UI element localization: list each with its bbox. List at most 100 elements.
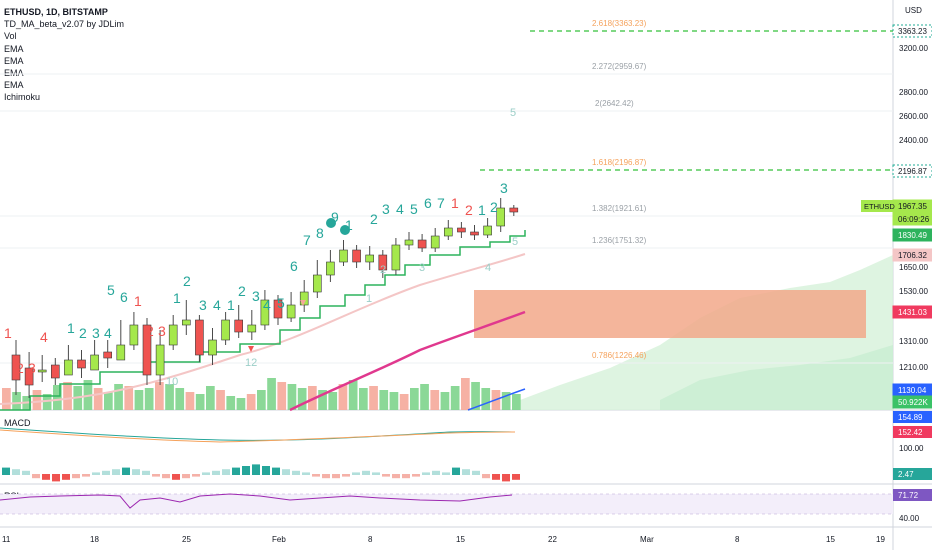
td-count-label: 3 [158, 323, 166, 339]
td-count-label: 3 [28, 360, 36, 376]
fib-level-label: 1.382(1921.61) [592, 204, 647, 213]
td-count-label: 1 [134, 293, 142, 309]
td-count-label: 5 [107, 282, 115, 298]
macd-histogram-bar [242, 466, 250, 475]
macd-histogram-bar [232, 467, 240, 475]
time-axis-tick: 15 [456, 535, 465, 544]
indicator-ema-4[interactable]: EMA [4, 80, 24, 91]
price-badge [892, 24, 932, 38]
td-count-label: 5 [410, 201, 418, 217]
macd-histogram-bar [82, 474, 90, 477]
td-count-label: 2 [238, 283, 246, 299]
td-setup-circle [340, 225, 350, 235]
td-count-label: 2 [370, 211, 378, 227]
fib-level-label: 2(2642.42) [595, 99, 634, 108]
indicator-ema-1[interactable]: EMA [4, 43, 24, 54]
candle-body [50, 364, 60, 379]
macd-value-label: 2.47 [898, 470, 914, 479]
price-badge [892, 228, 932, 242]
macd-histogram-bar [192, 474, 200, 477]
macd-histogram-bar [272, 467, 280, 475]
time-axis-tick: 18 [90, 535, 99, 544]
candle-body [443, 227, 453, 237]
candle-body [312, 274, 322, 293]
td-count-label: 2 [79, 325, 87, 341]
candle-body [273, 299, 283, 319]
volume-bar [420, 384, 429, 410]
td-count-label: 3 [252, 288, 260, 304]
price-badge-label: 3363.23 [898, 27, 927, 36]
td-faint-label: 5 [510, 107, 516, 119]
td-count-label: 2 [490, 199, 498, 215]
macd-histogram-bar [412, 474, 420, 477]
symbol-title[interactable]: ETHUSD, 1D, BITSTAMP [4, 7, 108, 17]
macd-histogram-bar [92, 472, 100, 475]
sell-signal-marker [300, 300, 306, 306]
volume-bar [12, 392, 21, 410]
supply-zone-box[interactable] [474, 290, 866, 338]
volume-bar [53, 385, 62, 410]
rsi-line [0, 493, 513, 509]
candle-body [24, 367, 34, 386]
macd-histogram-bar [202, 472, 210, 475]
indicator-vol[interactable]: Vol [4, 31, 17, 42]
macd-histogram-bar [102, 470, 110, 475]
indicator-ichimoku[interactable]: Ichimoku [4, 92, 41, 103]
td-count-label: 2 [146, 323, 154, 339]
macd-histogram-bar [122, 467, 130, 475]
macd-value-badge [893, 468, 932, 480]
macd-histogram-bar [372, 472, 380, 475]
macd-histogram-bar [252, 464, 260, 475]
candle-body [286, 304, 296, 319]
volume-bar [450, 386, 460, 410]
macd-pane-label[interactable]: MACD [4, 418, 31, 428]
candle-body [457, 227, 466, 233]
candle-body [470, 231, 479, 236]
candle-body [391, 244, 401, 271]
td-count-label: 3 [500, 180, 508, 196]
indicator-ema-3[interactable]: EMA [4, 68, 24, 79]
time-axis-tick: 8 [368, 535, 373, 544]
candle-body [208, 339, 217, 356]
macd-histogram-bar [132, 469, 140, 475]
candle-body [299, 291, 309, 306]
volume-bar [155, 382, 164, 410]
td-count-label: 6 [424, 195, 432, 211]
macd-histogram-bar [332, 474, 340, 479]
macd-histogram-bar [512, 474, 520, 480]
macd-histogram-bar [32, 474, 40, 479]
candle-body [378, 254, 388, 271]
td-faint-label: 3 [419, 262, 425, 274]
volume-bar [216, 390, 225, 410]
price-axis-tick: 1530.00 [899, 287, 928, 296]
indicator-ema-2[interactable]: EMA [4, 55, 24, 66]
td-faint-label: 10 [166, 376, 178, 388]
macd-histogram-bar [472, 470, 480, 475]
fib-level-label: 0.786(1226.46) [592, 351, 647, 360]
macd-histogram-bar [212, 470, 220, 475]
volume-bar [267, 378, 276, 410]
candle-body [142, 324, 152, 376]
time-axis-tick: Mar [640, 535, 654, 544]
td-count-label: 4 [263, 297, 271, 313]
volume-bar [134, 390, 144, 410]
macd-histogram-bar [172, 474, 180, 480]
td-count-label: 1 [478, 202, 486, 218]
volume-bar [114, 384, 123, 410]
td-setup-circle [326, 218, 336, 228]
td-count-label: 2 [16, 360, 24, 376]
volume-bar [359, 388, 368, 410]
td-count-label: 2 [465, 202, 473, 218]
candle-body [326, 261, 335, 276]
indicator-td-ma[interactable]: TD_MA_beta_v2.07 by JDLim [4, 19, 125, 30]
volume-bar [430, 390, 440, 410]
td-count-label: 1 [173, 290, 181, 306]
td-count-label: 1 [67, 320, 75, 336]
symbol-price-badge [861, 200, 893, 212]
volume-bar [2, 388, 11, 410]
currency-label[interactable]: USD [905, 6, 922, 15]
td-count-label: 2 [183, 273, 191, 289]
td-count-label: 3 [382, 201, 390, 217]
price-badge [892, 164, 932, 178]
